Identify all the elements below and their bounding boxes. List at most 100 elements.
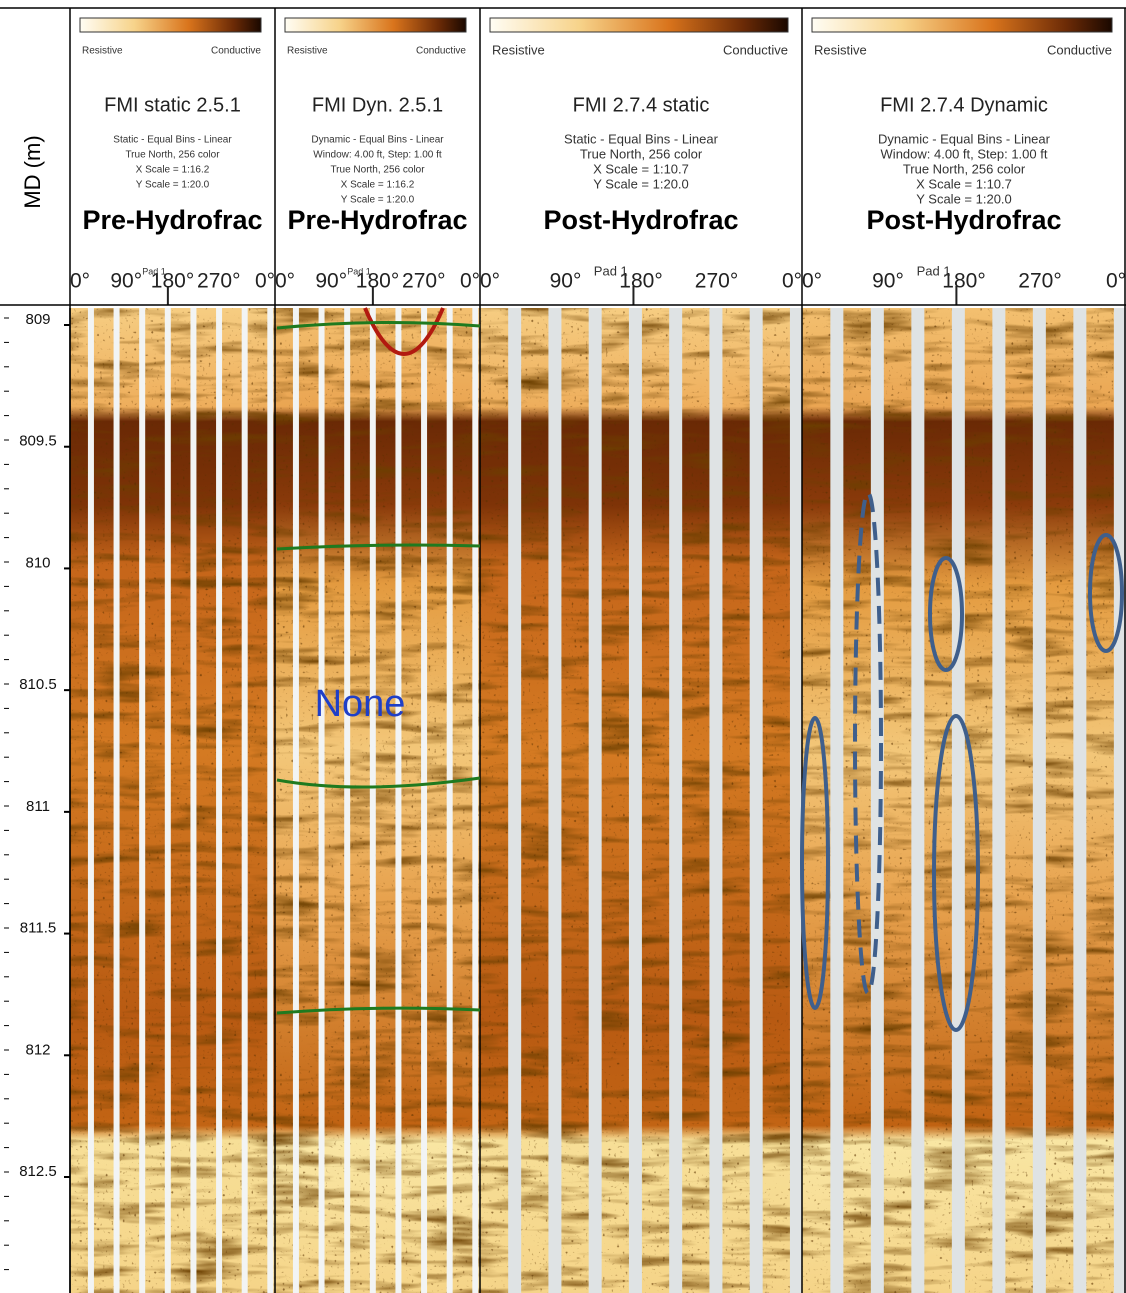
panel-param: Y Scale = 1:20.0: [341, 195, 415, 206]
depth-tick-label: 810: [25, 554, 50, 571]
panel-param: Window: 4.00 ft, Step: 1.00 ft: [313, 150, 442, 161]
panels: Resistive Conductive FMI static 2.5.1 Stati…: [0, 7, 1126, 1293]
azimuth-label: 270°: [197, 270, 240, 293]
speckle-texture: [275, 308, 480, 1293]
pad-gap: [749, 308, 763, 1293]
pad-gap: [292, 308, 299, 1293]
legend-right: Conductive: [1047, 42, 1112, 57]
panel-param: Static - Equal Bins - Linear: [113, 135, 232, 146]
green-line: [276, 1006, 481, 1015]
green-line: [276, 776, 481, 789]
pad-gap: [395, 308, 402, 1293]
pad-gap: [446, 308, 453, 1293]
pad-gap: [1113, 308, 1126, 1293]
azimuth-label: 90°: [110, 270, 142, 293]
azimuth-label: 180°: [619, 270, 662, 293]
azimuth-label: 0°: [460, 270, 480, 293]
panel-param: True North, 256 color: [125, 150, 220, 161]
depth-tick-label: 812: [25, 1041, 50, 1058]
panel: Resistive Conductive FMI Dyn. 2.5.1 Dynamic…: [274, 8, 480, 1293]
legend-left: Resistive: [814, 42, 867, 57]
panel-param: True North, 256 color: [330, 165, 425, 176]
pad-gap: [318, 308, 325, 1293]
panel-param: X Scale = 1:10.7: [916, 176, 1012, 191]
azimuth-label: 90°: [872, 270, 904, 293]
pad-gap: [267, 308, 274, 1293]
azimuth-label: 0°: [1106, 270, 1126, 293]
pad-gap: [508, 308, 522, 1293]
legend-left: Resistive: [82, 46, 123, 57]
azimuth-label: 270°: [402, 270, 445, 293]
blue-ellipse-dashed: [853, 491, 883, 995]
pad-gap: [789, 308, 803, 1293]
green-line: [276, 320, 481, 330]
panel: Resistive Conductive FMI static 2.5.1 Stati…: [69, 8, 275, 1293]
panel-param: Dynamic - Equal Bins - Linear: [311, 135, 444, 146]
pad-gap: [1032, 308, 1046, 1293]
pad-gap: [830, 308, 844, 1293]
azimuth-label: 0°: [480, 270, 500, 293]
pad-gap: [669, 308, 683, 1293]
panel: Resistive Conductive FMI 2.7.4 static Stati…: [479, 8, 803, 1293]
color-scale: [79, 17, 262, 33]
legend-right: Conductive: [211, 46, 261, 57]
pad-gap: [216, 308, 223, 1293]
depth-tick-label: 811.5: [20, 920, 56, 937]
pad-gap: [369, 308, 376, 1293]
pad-gap: [870, 308, 884, 1293]
depth-tick-label: 811: [26, 798, 50, 815]
azimuth-label: 180°: [942, 270, 985, 293]
pad-label: Pad 1: [347, 266, 371, 276]
panel-title: FMI static 2.5.1: [104, 94, 241, 116]
azimuth-label: 0°: [782, 270, 802, 293]
pad-gap: [548, 308, 562, 1293]
panel-title: FMI 2.7.4 static: [573, 94, 710, 116]
pad-gap: [344, 308, 351, 1293]
depth-tick-label: 810.5: [19, 676, 57, 693]
panel-param: X Scale = 1:16.2: [341, 180, 415, 191]
panel-param: Static - Equal Bins - Linear: [564, 131, 719, 146]
azimuth-label: 180°: [151, 270, 194, 293]
azimuth-label: 0°: [70, 270, 90, 293]
azimuth-label: 0°: [255, 270, 275, 293]
stage-label: Pre-Hydrofrac: [82, 205, 262, 235]
depth-tick-label: 809: [25, 311, 50, 328]
pad-gap: [628, 308, 642, 1293]
pad-gap: [113, 308, 120, 1293]
panel-param: Y Scale = 1:20.0: [136, 180, 210, 191]
stage-label: Pre-Hydrofrac: [287, 205, 467, 235]
blue-ellipse: [800, 716, 830, 1010]
pad-gap: [709, 308, 723, 1293]
panel-title: FMI Dyn. 2.5.1: [312, 94, 443, 116]
panel-param: Y Scale = 1:20.0: [916, 191, 1012, 206]
blue-ellipse: [1088, 533, 1124, 653]
panel-param: True North, 256 color: [903, 161, 1026, 176]
azimuth-label: 270°: [1018, 270, 1061, 293]
color-scale: [284, 17, 467, 33]
pad-label: Pad 1: [917, 263, 951, 278]
red-sinusoid: [363, 307, 445, 356]
legend-left: Resistive: [287, 46, 328, 57]
panel-param: Dynamic - Equal Bins - Linear: [878, 131, 1051, 146]
pad-gap: [951, 308, 965, 1293]
pad-gap: [190, 308, 197, 1293]
blue-ellipse: [928, 556, 964, 672]
pad-gap: [588, 308, 602, 1293]
pad-gap: [992, 308, 1006, 1293]
color-scale: [811, 17, 1113, 33]
green-line: [276, 543, 481, 551]
pad-gap: [911, 308, 925, 1293]
stage-label: Post-Hydrofrac: [543, 205, 738, 235]
color-scale: [489, 17, 789, 33]
panel-param: Window: 4.00 ft, Step: 1.00 ft: [881, 146, 1048, 161]
panel-param: X Scale = 1:10.7: [593, 161, 689, 176]
legend-right: Conductive: [723, 42, 788, 57]
azimuth-label: 0°: [802, 270, 822, 293]
depth-axis: 809 809.5 810 810.5 811 811.5 812 812.5: [4, 308, 71, 1293]
panel-param: Y Scale = 1:20.0: [593, 176, 689, 191]
legend-left: Resistive: [492, 42, 545, 57]
pad-gap: [87, 308, 94, 1293]
pad-gap: [472, 308, 479, 1293]
pad-gap: [1073, 308, 1087, 1293]
